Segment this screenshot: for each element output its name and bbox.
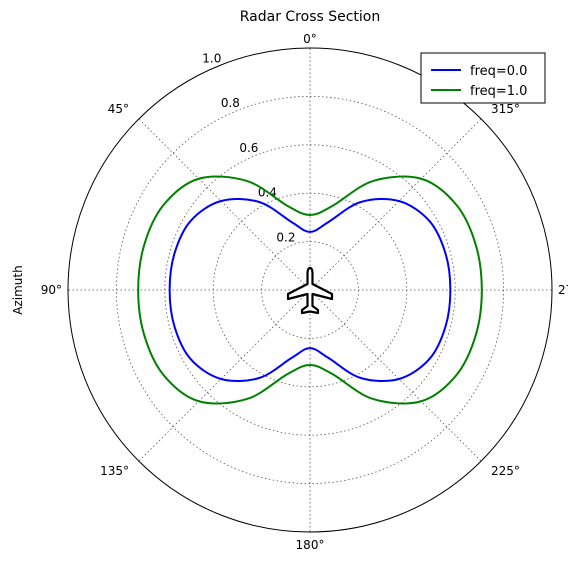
angle-labels: 0° 45° 90° 135° 180° 225° 270° 315°	[41, 32, 568, 552]
legend-label-series-1: freq=1.0	[470, 84, 527, 99]
radial-tick-label-4: 1.0	[202, 51, 221, 65]
radial-tick-label-0: 0.2	[276, 230, 295, 244]
series-line-0	[168, 197, 452, 383]
angle-label-315: 315°	[491, 102, 520, 116]
legend-label-series-0: freq=0.0	[470, 64, 527, 79]
radial-tick-label-3: 0.8	[221, 96, 240, 110]
grid-spoke-315	[309, 118, 482, 291]
legend: freq=0.0 freq=1.0	[420, 52, 546, 104]
polar-grid	[68, 48, 552, 532]
polar-frame	[67, 47, 553, 533]
legend-frame	[420, 52, 546, 104]
angle-label-90: 90°	[41, 283, 62, 297]
angle-label-45: 45°	[108, 102, 129, 116]
angle-label-0: 0°	[303, 32, 317, 46]
radial-tick-label-2: 0.6	[239, 141, 258, 155]
grid-spoke-45	[138, 118, 311, 291]
series-layer	[137, 175, 483, 405]
angle-label-270: 270°	[558, 283, 568, 297]
airplane-icon	[286, 266, 334, 315]
grid-spoke-135	[138, 289, 311, 462]
grid-circle-3	[115, 95, 505, 485]
angle-label-225: 225°	[491, 464, 520, 478]
angle-label-180: 180°	[296, 538, 325, 552]
y-axis-label: Azimuth	[11, 265, 25, 314]
angle-label-135: 135°	[100, 464, 129, 478]
series-line-1	[137, 175, 483, 405]
grid-spoke-225	[309, 289, 482, 462]
chart-title: Radar Cross Section	[240, 9, 381, 25]
